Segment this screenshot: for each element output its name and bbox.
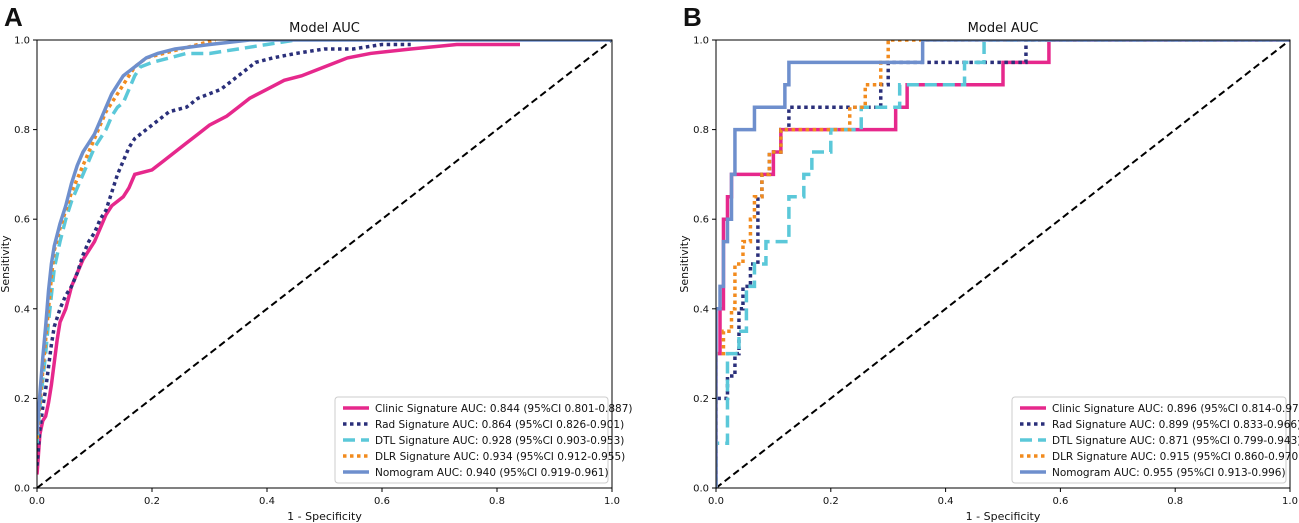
legend-label: Clinic Signature AUC: 0.896 (95%CI 0.814… <box>1052 403 1299 415</box>
panel-a: A Model AUC 0.0 0.2 0.4 0.6 0.8 1.0 0.0 0.2 0.4 0.6… <box>0 2 633 523</box>
roc-curve-2 <box>716 40 1290 488</box>
y-tick-label: 0.0 <box>693 484 709 495</box>
y-axis-label: Sensitivity <box>678 235 691 293</box>
legend-label: DLR Signature AUC: 0.915 (95%CI 0.860-0.… <box>1052 451 1299 463</box>
legend-label: Clinic Signature AUC: 0.844 (95%CI 0.801… <box>375 403 633 415</box>
y-tick-label: 0.0 <box>14 484 30 495</box>
y-tick-label: 0.6 <box>14 215 30 226</box>
roc-curve-3 <box>716 40 1290 488</box>
legend: Clinic Signature AUC: 0.844 (95%CI 0.801… <box>334 396 633 484</box>
panel-letter: B <box>683 2 702 32</box>
roc-curve-4 <box>37 40 612 435</box>
x-tick-label: 1.0 <box>1282 496 1298 507</box>
x-tick-label: 0.4 <box>259 496 275 507</box>
legend-label: Rad Signature AUC: 0.864 (95%CI 0.826-0.… <box>375 419 624 431</box>
legend-label: DLR Signature AUC: 0.934 (95%CI 0.912-0.… <box>375 451 625 463</box>
diagonal-reference-line <box>36 39 613 489</box>
legend-label: Nomogram AUC: 0.940 (95%CI 0.919-0.961) <box>375 467 609 479</box>
panel-letter: A <box>4 2 23 32</box>
legend-label: Rad Signature AUC: 0.899 (95%CI 0.833-0.… <box>1052 419 1299 431</box>
x-axis-label: 1 - Specificity <box>287 510 362 523</box>
y-tick-label: 0.8 <box>14 125 30 136</box>
y-tick-label: 0.4 <box>14 304 30 315</box>
panel-b: B Model AUC 0.0 0.2 0.4 0.6 0.8 1.0 0.0 0.2 0.4 0.6… <box>678 2 1299 523</box>
y-tick-label: 0.2 <box>14 394 30 405</box>
y-tick-label: 1.0 <box>693 36 709 47</box>
x-tick-label: 0.6 <box>374 496 390 507</box>
plot-area <box>37 40 612 475</box>
chart-title: Model AUC <box>968 21 1039 36</box>
axes-frame <box>36 39 613 489</box>
y-tick-label: 0.6 <box>693 215 709 226</box>
roc-curve-4 <box>716 40 1290 488</box>
x-tick-label: 1.0 <box>604 496 620 507</box>
diagonal-reference-line <box>715 39 1291 489</box>
legend-box <box>334 396 609 484</box>
plot-area <box>716 40 1290 488</box>
x-tick-label: 0.0 <box>29 496 45 507</box>
x-tick-label: 0.8 <box>489 496 505 507</box>
y-tick-label: 0.8 <box>693 125 709 136</box>
x-tick-label: 0.8 <box>1167 496 1183 507</box>
y-axis-label: Sensitivity <box>0 235 12 293</box>
y-tick-label: 0.4 <box>693 304 709 315</box>
y-tick-label: 0.2 <box>693 394 709 405</box>
legend-label: DTL Signature AUC: 0.871 (95%CI 0.799-0.… <box>1052 435 1299 447</box>
legend-label: DTL Signature AUC: 0.928 (95%CI 0.903-0.… <box>375 435 624 447</box>
roc-curve-2 <box>37 40 297 444</box>
x-tick-label: 0.0 <box>708 496 724 507</box>
x-axis-label: 1 - Specificity <box>966 510 1041 523</box>
legend-label: Nomogram AUC: 0.955 (95%CI 0.913-0.996) <box>1052 467 1286 479</box>
legend-box <box>1011 396 1287 484</box>
roc-curve-1 <box>37 42 411 466</box>
legend: Clinic Signature AUC: 0.896 (95%CI 0.814… <box>1011 396 1299 484</box>
x-tick-label: 0.2 <box>823 496 839 507</box>
x-tick-label: 0.6 <box>1052 496 1068 507</box>
x-tick-label: 0.4 <box>938 496 954 507</box>
axes-frame <box>715 39 1291 489</box>
y-tick-label: 1.0 <box>14 36 30 47</box>
chart-title: Model AUC <box>289 21 360 36</box>
roc-curve-0 <box>37 42 520 475</box>
x-tick-label: 0.2 <box>144 496 160 507</box>
